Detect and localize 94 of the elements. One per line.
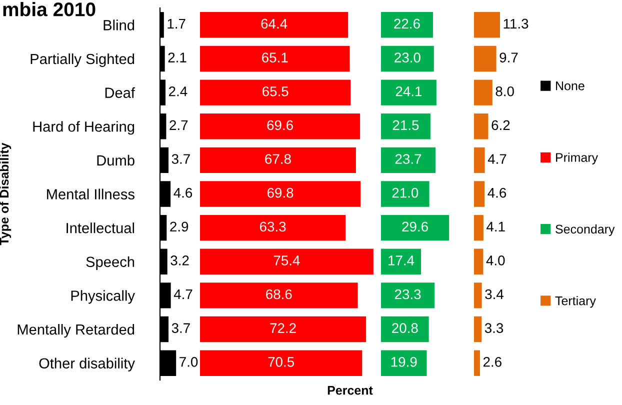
data-label: 1.7	[168, 18, 186, 28]
data-label: 22.6	[394, 18, 420, 29]
data-label: 2.4	[168, 86, 188, 96]
bar	[381, 214, 450, 241]
data-label: 11.3	[504, 18, 528, 29]
bar	[200, 80, 351, 106]
data-label: 4.0	[486, 256, 505, 266]
data-label: 3.3	[484, 323, 504, 333]
bar	[381, 114, 430, 140]
data-label: 4.6	[488, 188, 506, 198]
data-label: 20.8	[392, 323, 418, 333]
y-tick-label: Mental Illness	[47, 188, 134, 200]
data-label: 23.7	[395, 154, 422, 164]
data-label: 24.1	[396, 86, 422, 96]
bar	[381, 316, 429, 342]
bar	[474, 350, 480, 376]
bar	[381, 147, 436, 174]
bar	[474, 316, 482, 342]
data-label: 29.6	[402, 222, 428, 232]
data-label: 3.2	[170, 256, 189, 266]
bar	[381, 12, 433, 38]
bar	[381, 46, 434, 72]
data-label: 23.0	[394, 52, 420, 62]
y-tick-label: Partially Sighted	[30, 53, 134, 68]
y-tick-label: Speech	[86, 256, 134, 270]
bar	[381, 181, 430, 207]
data-label: 7.0	[180, 356, 198, 367]
y-tick-label: Physically	[71, 290, 135, 304]
bar	[200, 214, 346, 241]
data-label: 2.6	[483, 356, 502, 367]
bar	[474, 181, 485, 207]
bar	[200, 46, 350, 72]
data-label: 70.5	[268, 356, 294, 367]
data-label: 21.5	[392, 120, 419, 130]
data-label: 68.6	[266, 289, 292, 300]
bar	[474, 147, 485, 174]
bar	[200, 248, 374, 274]
y-tick-label: Dumb	[97, 154, 134, 166]
data-label: 3.7	[172, 154, 190, 164]
data-label: 6.2	[492, 120, 510, 130]
data-label: 4.6	[174, 188, 192, 198]
y-tick-label: Deaf	[105, 87, 136, 98]
bar	[381, 80, 436, 106]
data-label: 4.7	[174, 289, 192, 300]
bar	[381, 248, 422, 274]
data-label: 3.7	[172, 323, 190, 333]
bar	[474, 114, 488, 140]
bar	[200, 12, 348, 38]
chart-title: mbia 2010	[3, 2, 96, 16]
y-tick-label: Hard of Hearing	[33, 121, 134, 135]
bar	[200, 114, 360, 140]
bar	[200, 350, 362, 376]
data-label: 67.8	[265, 154, 291, 164]
data-label: 23.3	[394, 289, 421, 300]
data-label: 69.6	[267, 120, 293, 130]
bar	[474, 214, 484, 241]
legend-label: Primary	[556, 152, 598, 164]
bar	[474, 46, 496, 72]
legend-label: Secondary	[556, 224, 615, 236]
bar	[474, 248, 484, 274]
legend-label: None	[556, 82, 584, 90]
data-label: 9.7	[500, 52, 518, 62]
bar	[474, 282, 482, 308]
bar	[200, 147, 356, 174]
data-label: 19.9	[391, 356, 417, 367]
bar	[381, 282, 435, 308]
data-label: 17.4	[388, 256, 414, 266]
data-label: 3.4	[485, 289, 504, 300]
x-axis-title: Percent	[328, 386, 373, 395]
data-label: 2.9	[170, 222, 188, 232]
bar	[200, 181, 361, 207]
bar	[474, 12, 500, 38]
data-label: 75.4	[274, 256, 300, 266]
data-label: 4.7	[488, 154, 506, 164]
bar	[200, 316, 366, 342]
data-label: 63.3	[260, 222, 286, 232]
y-tick-label: Other disability	[39, 358, 135, 372]
data-label: 8.0	[496, 86, 514, 96]
data-label: 72.2	[270, 323, 296, 333]
data-label: 65.5	[262, 86, 288, 96]
bar	[200, 282, 358, 308]
data-label: 4.1	[486, 222, 505, 232]
data-label: 64.4	[261, 18, 288, 29]
data-label: 2.7	[170, 120, 188, 130]
y-tick-label: Intellectual	[66, 222, 134, 234]
y-tick-label: Blind	[104, 20, 134, 30]
data-label: 65.1	[262, 52, 288, 62]
legend-label: Tertiary	[555, 296, 596, 308]
data-label: 69.8	[267, 188, 294, 198]
bar	[381, 350, 427, 376]
data-label: 21.0	[392, 188, 418, 198]
y-tick-label: Mentally Retarded	[18, 324, 134, 338]
bar	[474, 80, 492, 106]
data-label: 2.1	[168, 52, 186, 62]
